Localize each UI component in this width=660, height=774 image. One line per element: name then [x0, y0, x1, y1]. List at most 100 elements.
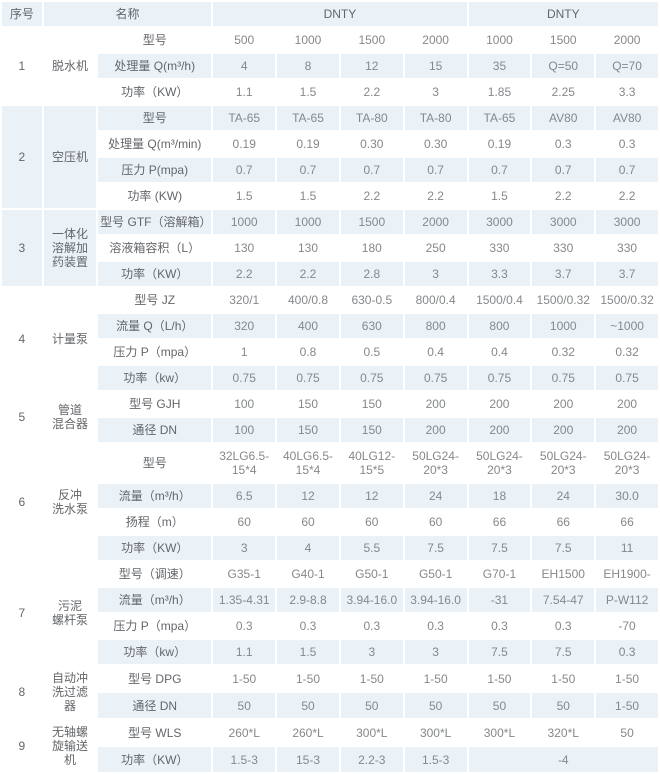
value-cell: 15-3 [277, 747, 339, 772]
value-cell: 50LG24-20*3 [532, 444, 595, 482]
value-cell: 1-50 [468, 666, 531, 691]
value-cell: 1000 [468, 28, 531, 52]
value-cell: 0.19 [213, 132, 276, 156]
serial-cell: 5 [2, 392, 42, 442]
value-cell: 60 [213, 510, 276, 534]
value-cell: G40-1 [277, 562, 339, 586]
equipment-name-cell: 反冲 洗水泵 [43, 444, 97, 560]
value-cell: 0.32 [532, 340, 595, 364]
equipment-name-cell: 管道 混合器 [43, 392, 97, 442]
value-cell: -4 [468, 747, 658, 772]
value-cell: 8 [277, 54, 339, 78]
value-cell: 0.3 [532, 132, 595, 156]
equipment-name-cell: 脱水机 [43, 28, 97, 104]
value-cell: 0.4 [404, 340, 467, 364]
value-cell: 1-50 [404, 666, 467, 691]
spec-row: 8 自动冲 洗过滤 器型号 DPG 1-50 1-50 1-50 1-50 1-50 1-50… [2, 666, 658, 718]
value-cell: 0.3 [596, 132, 658, 156]
value-cell: 60 [404, 510, 467, 534]
value-cell: 4 [277, 536, 339, 560]
value-cell: 500 [213, 28, 276, 52]
row-label-cell: 扬程（m） [98, 510, 212, 534]
value-cell: 200 [404, 392, 467, 416]
value-cell: 200 [532, 392, 595, 416]
value-cell: 7.5 [468, 536, 531, 560]
value-cell: 7.5 [468, 640, 531, 664]
value-cell: 7.5 [404, 536, 467, 560]
header-dnty-left: DNTY [213, 2, 467, 26]
spec-row: 3 一体化 溶解加 药装置 型号 GTF（溶解箱） 1000 1000 1500 2000 3… [2, 210, 658, 286]
value-cell: 50 [213, 693, 276, 718]
value-cell: 0.7 [213, 158, 276, 182]
spec-row: 1 脱水机 型号 500 1000 1500 2000 1000 1500 2000 [2, 28, 658, 104]
value-cell: 0.19 [277, 132, 339, 156]
row-label-cell: 压力 P（mpa） [98, 340, 212, 364]
spec-row: 压力 P（mpa） 0.3 0.3 0.3 0.3 0.3 0.3 -70 [2, 614, 658, 638]
value-cell: 24 [532, 484, 595, 508]
value-cell: 50 [532, 693, 595, 718]
value-cell: 11 [596, 536, 658, 560]
row-label-cell: 型号 GTF（溶解箱） [98, 210, 212, 234]
row-label-cell: 处理量 Q(m³/min) [98, 132, 212, 156]
value-cell: 5.5 [340, 536, 403, 560]
value-cell: 1500 [340, 210, 403, 234]
value-cell: 3000 [468, 210, 531, 234]
value-cell: 0.75 [213, 366, 276, 390]
row-label-cell: 处理量 Q(m³/h) [98, 54, 212, 78]
row-label-cell: 溶液箱容积（L） [98, 236, 212, 260]
value-cell: 1 [213, 340, 276, 364]
spec-row: 功率（KW） 3 4 5.5 7.5 7.5 7.5 11 [2, 536, 658, 560]
value-cell: 320*L [532, 720, 595, 745]
value-cell: 200 [596, 392, 658, 416]
value-cell: 3 [404, 80, 467, 104]
value-cell: 3000 [596, 210, 658, 234]
value-cell: 35 [468, 54, 531, 78]
value-cell: 66 [532, 510, 595, 534]
row-label-cell: 功率 (KW) [98, 184, 212, 208]
value-cell: 0.4 [468, 340, 531, 364]
value-cell: 3.3 [468, 262, 531, 286]
value-cell: AV80 [596, 106, 658, 130]
value-cell: 0.75 [277, 366, 339, 390]
spec-row: 功率 (KW) 1.5 1.5 2.2 2.2 1.5 2.2 2.2 [2, 184, 658, 208]
row-label-cell: 型号 JZ [98, 288, 212, 312]
value-cell: 0.32 [596, 340, 658, 364]
value-cell: 1.5-3 [404, 747, 467, 772]
header-row: 序号 名称 DNTY DNTY [2, 2, 658, 26]
value-cell: 1.5 [277, 184, 339, 208]
equipment-name-cell: 一体化 溶解加 药装置 [43, 210, 97, 286]
value-cell: 800 [404, 314, 467, 338]
value-cell: EH1500 [532, 562, 595, 586]
value-cell: 2.2 [340, 80, 403, 104]
value-cell: 0.3 [596, 640, 658, 664]
value-cell: 2.2 [532, 184, 595, 208]
value-cell: 250 [404, 236, 467, 260]
row-label-cell: 流量（m³/h） [98, 484, 212, 508]
row-label-cell: 功率（kw） [98, 366, 212, 390]
row-label-cell: 通径 DN [98, 418, 212, 442]
serial-cell: 8 [2, 666, 42, 718]
value-cell: 66 [596, 510, 658, 534]
value-cell: -31 [468, 588, 531, 612]
spec-row: 流量 Q（L/h） 320 400 630 800 800 1000 ~1000 [2, 314, 658, 338]
row-label-cell: 功率（KW） [98, 747, 212, 772]
row-label-cell: 功率（kw） [98, 640, 212, 664]
value-cell: 30.0 [596, 484, 658, 508]
value-cell: 1500/0.32 [532, 288, 595, 312]
value-cell: P-W112 [596, 588, 658, 612]
spec-row: 处理量 Q(m³/min) 0.19 0.19 0.30 0.30 0.19 0.3 0.3 [2, 132, 658, 156]
value-cell: 0.7 [340, 158, 403, 182]
value-cell: 6.5 [213, 484, 276, 508]
value-cell: EH1900- [596, 562, 658, 586]
value-cell: 200 [468, 418, 531, 442]
value-cell: 330 [596, 236, 658, 260]
value-cell: 2.2 [404, 184, 467, 208]
value-cell: 1-50 [340, 666, 403, 691]
value-cell: TA-80 [404, 106, 467, 130]
value-cell: 3 [340, 640, 403, 664]
value-cell: 200 [468, 392, 531, 416]
value-cell: TA-65 [277, 106, 339, 130]
row-label-cell: 型号 [98, 444, 212, 482]
value-cell: 1.85 [468, 80, 531, 104]
value-cell: 12 [340, 54, 403, 78]
